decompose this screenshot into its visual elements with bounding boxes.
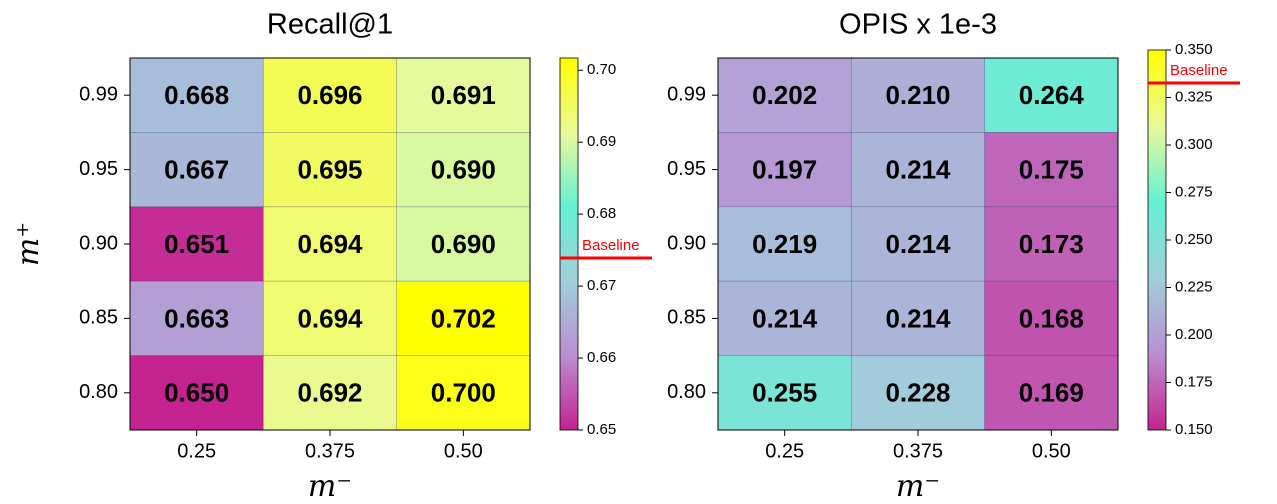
colorbar <box>1147 49 1167 431</box>
cell-label: 0.700 <box>431 378 496 408</box>
y-tick-label: 0.95 <box>667 158 706 180</box>
cell-label: 0.690 <box>431 154 496 184</box>
heat-cell <box>262 132 398 208</box>
colorbar-tick-label: 0.175 <box>1175 373 1213 390</box>
cell-label: 0.264 <box>1019 80 1085 110</box>
heat-cell <box>129 132 264 208</box>
heat-cell <box>850 132 986 208</box>
baseline-label: Baseline <box>582 237 640 254</box>
colorbar-tick-label: 0.66 <box>587 349 616 366</box>
y-tick-label: 0.85 <box>667 307 706 329</box>
cell-label: 0.214 <box>885 229 951 259</box>
heat-cell <box>129 280 264 356</box>
heat-cell <box>129 57 264 133</box>
colorbar-tick-label: 0.325 <box>1175 88 1213 105</box>
heat-cell <box>396 280 531 356</box>
y-tick-label: 0.90 <box>79 232 118 254</box>
colorbar-tick-label: 0.67 <box>587 277 616 294</box>
heat-cell <box>262 355 398 431</box>
heat-cell <box>850 57 986 133</box>
y-tick-label: 0.99 <box>79 83 118 105</box>
cell-label: 0.214 <box>752 303 818 333</box>
cell-label: 0.691 <box>431 80 496 110</box>
cell-label: 0.695 <box>297 154 362 184</box>
chart-title: OPIS x 1e-3 <box>839 9 997 41</box>
y-tick-label: 0.99 <box>667 83 706 105</box>
cell-label: 0.197 <box>752 154 817 184</box>
y-tick-label: 0.85 <box>79 307 118 329</box>
heat-cell <box>396 132 531 208</box>
colorbar-tick-label: 0.225 <box>1175 278 1213 295</box>
x-tick-label: 0.50 <box>1032 440 1071 462</box>
y-axis-label: m⁺ <box>11 222 46 266</box>
heat-cell <box>717 355 852 431</box>
heat-cell <box>396 355 531 431</box>
cell-label: 0.694 <box>297 303 363 333</box>
x-tick-label: 0.50 <box>444 440 483 462</box>
cell-label: 0.214 <box>885 303 951 333</box>
cell-label: 0.168 <box>1019 303 1084 333</box>
colorbar-tick-label: 0.300 <box>1175 136 1213 153</box>
heat-cell <box>262 57 398 133</box>
cell-label: 0.694 <box>297 229 363 259</box>
colorbar-tick-label: 0.70 <box>587 61 616 78</box>
cell-label: 0.169 <box>1019 378 1084 408</box>
x-axis-label: m⁻ <box>896 469 940 504</box>
cell-label: 0.228 <box>885 378 950 408</box>
heat-cell <box>262 206 398 282</box>
cell-label: 0.690 <box>431 229 496 259</box>
cell-label: 0.667 <box>164 154 229 184</box>
x-tick-label: 0.25 <box>765 440 804 462</box>
heat-cell <box>850 355 986 431</box>
heat-cell <box>129 355 264 431</box>
cell-label: 0.692 <box>297 378 362 408</box>
y-tick-label: 0.90 <box>667 232 706 254</box>
heat-cell <box>717 57 852 133</box>
cell-label: 0.173 <box>1019 229 1084 259</box>
y-tick-label: 0.95 <box>79 158 118 180</box>
heat-cell <box>717 206 852 282</box>
colorbar-tick-label: 0.275 <box>1175 183 1213 200</box>
colorbar <box>559 57 579 431</box>
cell-label: 0.255 <box>752 378 817 408</box>
x-tick-label: 0.375 <box>893 440 943 462</box>
colorbar-tick-label: 0.250 <box>1175 231 1213 248</box>
cell-label: 0.210 <box>885 80 950 110</box>
heat-cell <box>984 132 1119 208</box>
cell-label: 0.651 <box>164 229 229 259</box>
colorbar-tick-label: 0.68 <box>587 205 616 222</box>
baseline-label: Baseline <box>1170 62 1228 79</box>
heat-cell <box>850 206 986 282</box>
cell-label: 0.668 <box>164 80 229 110</box>
chart-title: Recall@1 <box>267 9 393 41</box>
cell-label: 0.175 <box>1019 154 1084 184</box>
heat-cell <box>984 57 1119 133</box>
heat-cell <box>717 132 852 208</box>
cell-label: 0.696 <box>297 80 362 110</box>
y-tick-label: 0.80 <box>667 381 706 403</box>
y-tick-label: 0.80 <box>79 381 118 403</box>
x-tick-label: 0.375 <box>305 440 355 462</box>
colorbar-tick-label: 0.65 <box>587 421 616 438</box>
heat-cell <box>984 355 1119 431</box>
cell-label: 0.663 <box>164 303 229 333</box>
colorbar-tick-label: 0.350 <box>1175 41 1213 58</box>
cell-label: 0.214 <box>885 154 951 184</box>
colorbar-tick-label: 0.200 <box>1175 326 1213 343</box>
cell-label: 0.650 <box>164 378 229 408</box>
x-tick-label: 0.25 <box>177 440 216 462</box>
colorbar-tick-label: 0.69 <box>587 133 616 150</box>
x-axis-label: m⁻ <box>308 469 352 504</box>
cell-label: 0.219 <box>752 229 817 259</box>
cell-label: 0.202 <box>752 80 817 110</box>
colorbar-tick-label: 0.150 <box>1175 421 1213 438</box>
heat-cell <box>850 280 986 356</box>
cell-label: 0.702 <box>431 303 496 333</box>
